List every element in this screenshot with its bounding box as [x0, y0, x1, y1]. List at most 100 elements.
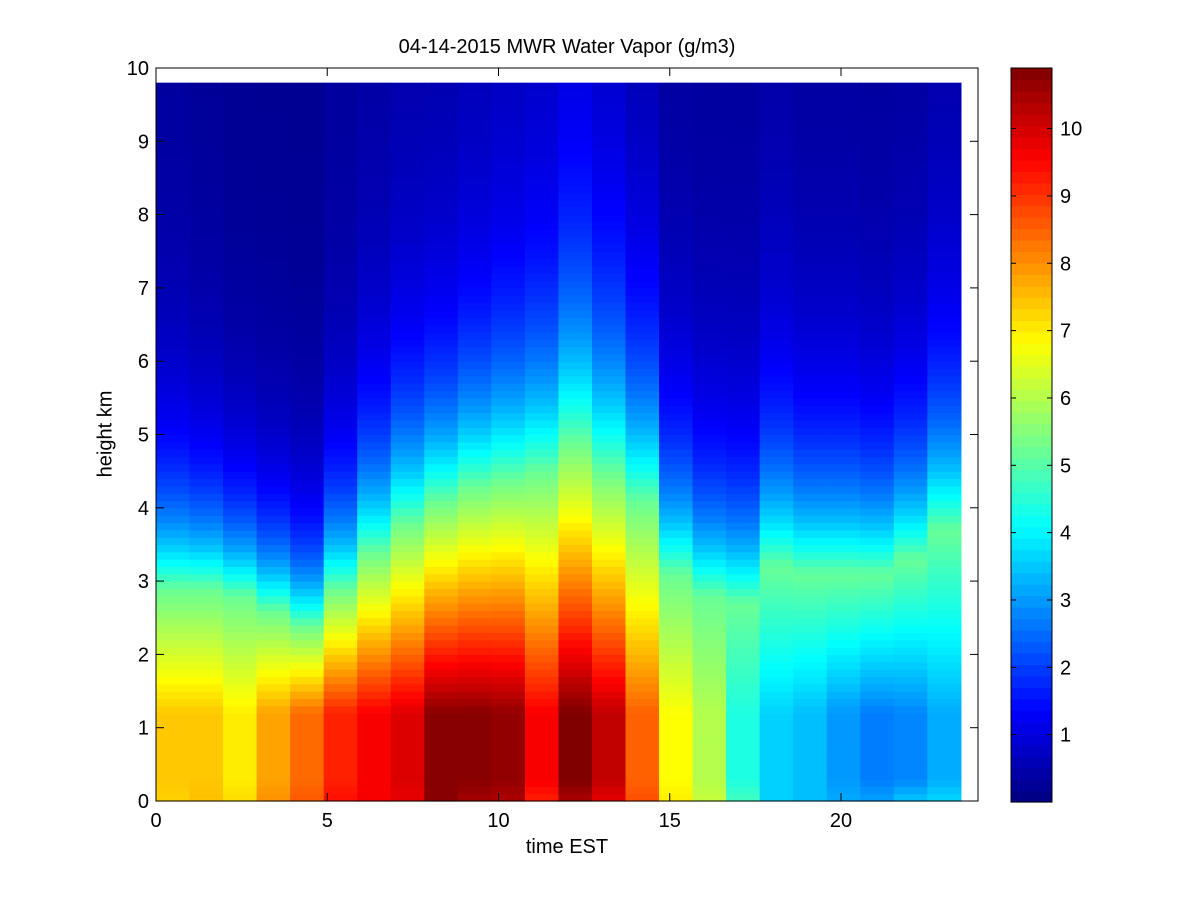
- heatmap-cell: [927, 221, 962, 230]
- colorbar-segment: [1011, 664, 1052, 677]
- heatmap-cell: [357, 463, 392, 472]
- heatmap-cell: [826, 551, 861, 560]
- heatmap-cell: [793, 119, 828, 128]
- heatmap-cell: [625, 170, 660, 179]
- heatmap-cell: [189, 713, 224, 721]
- heatmap-cell: [759, 419, 794, 428]
- y-tick-label: 3: [138, 571, 149, 593]
- heatmap-cell: [390, 148, 425, 157]
- heatmap-cell: [290, 346, 325, 355]
- heatmap-cell: [759, 390, 794, 399]
- heatmap-cell: [524, 163, 560, 172]
- heatmap-cell: [189, 551, 224, 560]
- heatmap-cell: [793, 617, 828, 626]
- y-tick-label: 4: [138, 498, 149, 520]
- heatmap-cell: [726, 669, 761, 677]
- heatmap-cell: [390, 676, 425, 685]
- heatmap-cell: [189, 258, 224, 267]
- heatmap-cell: [156, 713, 191, 721]
- heatmap-cell: [826, 309, 861, 318]
- heatmap-cell: [826, 669, 861, 677]
- heatmap-cell: [558, 691, 593, 699]
- heatmap-cell: [860, 515, 895, 524]
- heatmap-cell: [290, 742, 325, 751]
- heatmap-cell: [927, 214, 962, 223]
- heatmap-cell: [491, 566, 526, 575]
- heatmap-cell: [759, 669, 794, 677]
- heatmap-cell: [692, 89, 727, 98]
- heatmap-cell: [323, 185, 358, 194]
- heatmap-cell: [625, 207, 660, 216]
- heatmap-cell: [156, 324, 191, 333]
- heatmap-cell: [223, 735, 258, 743]
- heatmap-cell: [726, 463, 761, 472]
- heatmap-cell: [793, 104, 828, 113]
- heatmap-cell: [625, 566, 660, 575]
- heatmap-cell: [692, 82, 727, 91]
- heatmap-cell: [625, 89, 660, 98]
- heatmap-cell: [524, 632, 560, 641]
- heatmap-cell: [491, 170, 526, 179]
- heatmap-cell: [290, 177, 325, 186]
- heatmap-cell: [256, 287, 291, 296]
- heatmap-cell: [558, 786, 593, 795]
- heatmap-cell: [759, 742, 794, 751]
- heatmap-cell: [491, 654, 526, 663]
- x-tick-label: 5: [322, 810, 333, 832]
- heatmap-cell: [256, 170, 291, 179]
- heatmap-cell: [893, 383, 928, 392]
- heatmap-cell: [189, 141, 224, 150]
- heatmap-cell: [659, 383, 694, 392]
- heatmap-cell: [156, 199, 191, 208]
- heatmap-cell: [390, 713, 425, 721]
- heatmap-cell: [625, 588, 660, 597]
- heatmap-cell: [692, 463, 727, 472]
- heatmap-cell: [156, 133, 191, 142]
- heatmap-cell: [457, 258, 492, 267]
- heatmap-cell: [591, 500, 627, 509]
- heatmap-cell: [256, 551, 291, 560]
- heatmap-cell: [491, 397, 526, 406]
- colorbar-segment: [1011, 423, 1052, 436]
- heatmap-cell: [591, 346, 627, 355]
- heatmap-cell: [524, 97, 560, 106]
- heatmap-cell: [290, 441, 325, 450]
- heatmap-cell: [860, 111, 895, 120]
- heatmap-cell: [860, 97, 895, 106]
- heatmap-cell: [860, 713, 895, 721]
- heatmap-cell: [726, 742, 761, 751]
- heatmap-cell: [860, 265, 895, 274]
- heatmap-cell: [692, 324, 727, 333]
- heatmap-cell: [424, 566, 459, 575]
- heatmap-cell: [491, 309, 526, 318]
- heatmap-cell: [558, 705, 593, 714]
- heatmap-cell: [357, 383, 392, 392]
- heatmap-cell: [390, 463, 425, 472]
- heatmap-cell: [692, 566, 727, 575]
- heatmap-cell: [256, 133, 291, 142]
- heatmap-cell: [223, 419, 258, 428]
- heatmap-cell: [491, 632, 526, 641]
- heatmap-cell: [893, 97, 928, 106]
- heatmap-cell: [357, 727, 392, 736]
- heatmap-cell: [692, 383, 727, 392]
- heatmap-cell: [692, 331, 727, 340]
- heatmap-cell: [457, 89, 492, 98]
- heatmap-cell: [457, 588, 492, 597]
- heatmap-cell: [893, 104, 928, 113]
- heatmap-cell: [692, 141, 727, 150]
- colorbar-segment: [1011, 790, 1052, 803]
- heatmap-cell: [357, 720, 392, 729]
- heatmap-cell: [558, 346, 593, 355]
- heatmap-cell: [256, 749, 291, 758]
- heatmap-cell: [290, 295, 325, 304]
- heatmap-cell: [927, 456, 962, 465]
- heatmap-cell: [793, 610, 828, 619]
- heatmap-cell: [524, 383, 560, 392]
- heatmap-cell: [625, 383, 660, 392]
- heatmap-cell: [290, 375, 325, 384]
- heatmap-cell: [826, 221, 861, 230]
- heatmap-cell: [826, 485, 861, 494]
- heatmap-cell: [591, 405, 627, 414]
- colorbar-frame: [1010, 67, 1053, 803]
